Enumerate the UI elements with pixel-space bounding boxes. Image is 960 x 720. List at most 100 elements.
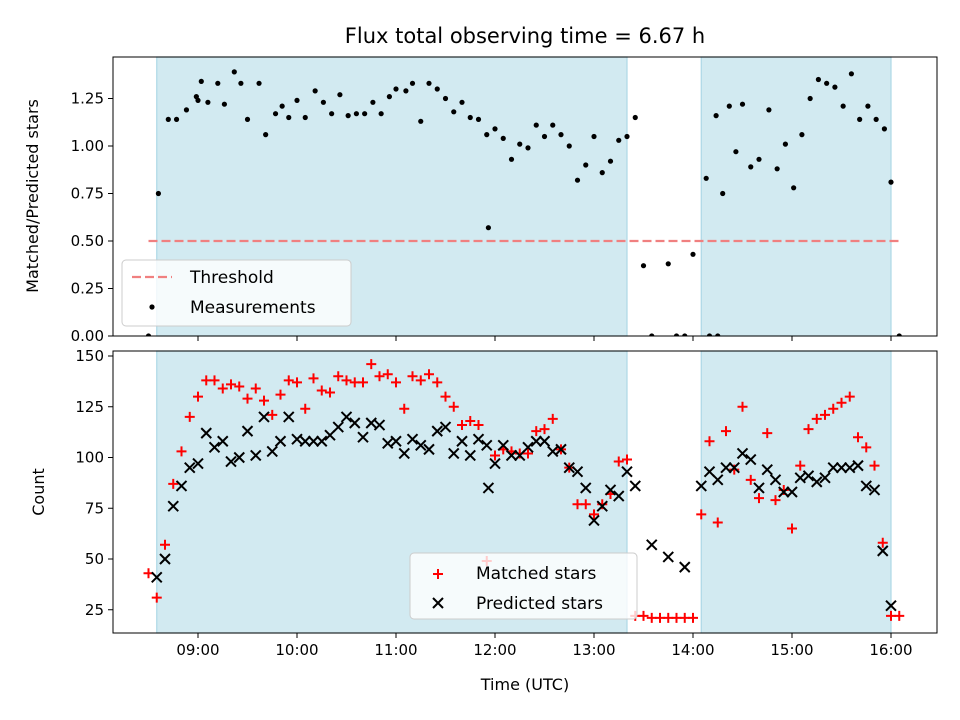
matched-star-point	[688, 612, 698, 623]
predicted-star-point	[720, 461, 732, 474]
matched-star-point	[861, 442, 872, 453]
predicted-star-point	[844, 461, 856, 474]
legend-box	[409, 552, 638, 620]
predicted-star-point	[200, 427, 212, 439]
predicted-star-point	[332, 421, 344, 433]
y-tick-label: 0.50	[71, 232, 104, 250]
predicted-star-point	[456, 435, 468, 447]
measurement-point	[353, 111, 359, 117]
predicted-star-point	[398, 447, 410, 460]
matched-star-point	[391, 377, 401, 388]
measurement-point	[774, 166, 780, 172]
measurement-point	[541, 133, 548, 140]
matched-star-point	[308, 373, 319, 384]
predicted-star-point	[233, 451, 245, 464]
measurement-point	[665, 261, 671, 267]
top-y-axis-label: Matched/Predicted stars	[23, 99, 42, 293]
measurement-point	[434, 86, 440, 92]
x-tick-label: 09:00	[176, 641, 219, 659]
matched-star-point	[374, 371, 385, 382]
matched-star-point	[622, 454, 632, 465]
predicted-star-point	[357, 431, 369, 443]
matched-star-point	[787, 523, 797, 534]
predicted-star-point	[769, 474, 782, 486]
predicted-star-point	[538, 435, 551, 447]
predicted-star-point	[439, 421, 452, 433]
matched-star-point	[432, 377, 443, 388]
predicted-star-point	[753, 482, 765, 494]
measurement-point	[807, 95, 813, 102]
predicted-star-point	[563, 461, 575, 474]
measurement-point	[231, 69, 237, 75]
predicted-star-point	[225, 455, 237, 468]
measurement-point	[840, 103, 846, 109]
measurement-point	[703, 175, 709, 181]
measurement-point	[183, 107, 190, 113]
matched-star-point	[168, 478, 179, 489]
predicted-star-point	[406, 433, 419, 445]
predicted-star-point	[464, 449, 476, 462]
predicted-star-point	[662, 551, 674, 563]
measurement-point	[378, 111, 384, 117]
measurement-point	[591, 133, 597, 140]
matched-star-point	[358, 377, 368, 388]
measurement-point	[832, 84, 838, 90]
measurement-point	[362, 111, 368, 117]
predicted-star-point	[596, 500, 608, 512]
matched-star-point	[448, 401, 459, 412]
predicted-star-point	[241, 425, 254, 437]
predicted-star-point	[481, 439, 493, 452]
predicted-star-point	[811, 476, 823, 488]
bottom-panel: 25 50 75 100 125 150 09:00 10:00 11:00 12:00 13:00…	[75, 347, 938, 659]
axes-frame	[112, 56, 938, 337]
predicted-star-point	[736, 447, 749, 460]
x-tick-label: 13:00	[572, 641, 615, 659]
y-tick-label: 0.00	[71, 327, 104, 345]
predicted-star-point	[621, 466, 633, 478]
measurement-point	[599, 170, 605, 176]
x-axis-label: Time (UTC)	[480, 675, 569, 694]
matched-star-point	[440, 391, 451, 402]
measurement-point	[508, 156, 515, 162]
predicted-star-point	[448, 447, 460, 460]
predicted-star-point	[877, 545, 889, 557]
predicted-star-point	[629, 480, 641, 492]
y-tick-label: 1.25	[71, 90, 104, 108]
matched-star-point	[465, 415, 476, 426]
matched-star-point	[820, 409, 830, 420]
predicted-star-point	[208, 441, 221, 454]
predicted-star-point	[489, 457, 501, 470]
measurement-point	[329, 111, 335, 117]
predicted-star-point	[555, 443, 567, 456]
legend-threshold-label: Threshold	[189, 268, 274, 288]
matched-star-point	[160, 539, 170, 550]
x-tick-label: 15:00	[770, 641, 813, 659]
matched-star-point	[828, 403, 839, 414]
predicted-star-point	[522, 441, 534, 454]
measurement-point	[467, 114, 473, 121]
measurement-point	[640, 263, 647, 269]
y-tick-label: 1.00	[71, 137, 104, 155]
matched-star-point	[151, 592, 162, 603]
predicted-star-point	[307, 435, 320, 447]
measurement-point	[517, 141, 523, 147]
predicted-star-point	[728, 461, 740, 474]
matched-star-point	[300, 403, 311, 414]
matched-star-point	[869, 460, 880, 471]
predicted-star-point	[786, 486, 798, 498]
measurement-point	[715, 333, 721, 336]
measurement-point	[312, 88, 318, 94]
measurement-point	[706, 333, 713, 336]
matched-star-point	[754, 493, 764, 504]
measurement-point	[690, 251, 696, 257]
measurement-point	[865, 103, 871, 109]
matched-star-point	[250, 383, 261, 394]
top-panel: 0.00 0.25 0.50 0.75 1.00 1.25 Threshold Measure…	[71, 56, 938, 345]
legend-bottom: Matched stars Predicted stars	[409, 552, 638, 620]
predicted-star-point	[184, 461, 196, 474]
measurement-point	[195, 97, 201, 103]
predicted-star-point	[604, 484, 617, 496]
predicted-star-point	[695, 480, 707, 492]
measurement-point	[302, 114, 308, 121]
measurement-point	[451, 109, 457, 115]
